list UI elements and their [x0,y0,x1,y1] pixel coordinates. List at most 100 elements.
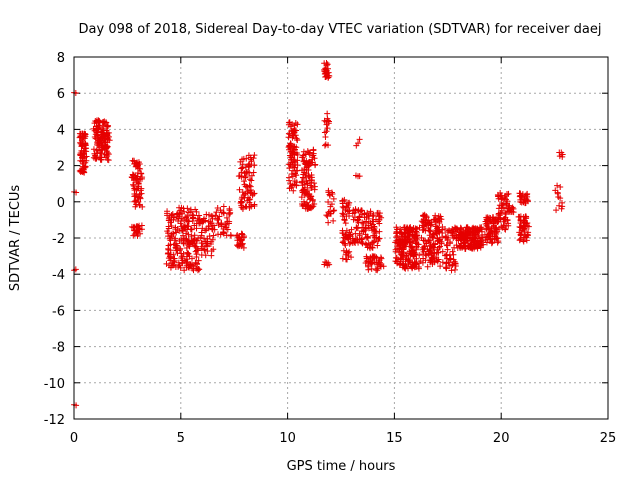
data-point [288,171,295,178]
data-point [371,223,378,230]
data-point [169,262,176,269]
data-point [412,235,419,242]
data-point [510,209,517,216]
data-point [308,177,315,184]
data-point [137,170,144,177]
data-point [92,135,99,142]
data-point [171,257,178,264]
data-point [411,249,418,256]
data-point [193,208,200,215]
data-point [356,173,363,180]
data-point [416,252,423,259]
data-point [342,220,349,227]
data-point [407,243,414,250]
data-point [236,186,243,193]
y-tick-label: -8 [52,341,65,356]
data-point [559,151,566,158]
data-point [397,225,404,232]
data-point [239,241,246,248]
data-point [356,232,363,239]
data-point [345,252,352,259]
data-point [184,249,191,256]
data-point [556,202,563,209]
data-point [420,226,427,233]
data-point [167,247,174,254]
data-point [321,142,328,149]
data-point [239,161,246,168]
y-tick-label: -6 [52,304,65,319]
data-point [428,221,435,228]
data-point [194,267,201,274]
data-point [226,218,233,225]
data-point [413,245,420,252]
data-point [184,258,191,265]
data-point [227,209,234,216]
y-tick-label: 4 [57,123,65,138]
data-point [311,155,318,162]
data-point [494,219,501,226]
data-point [191,232,198,239]
data-point [291,122,298,129]
data-point [553,207,560,214]
data-point [341,216,348,223]
data-point [190,215,197,222]
data-point [286,131,293,138]
y-axis-label: SDTVAR / TECUs [8,185,23,292]
data-point [83,153,90,160]
x-tick-label: 25 [600,431,617,446]
data-point [105,151,112,158]
data-point [369,244,376,251]
data-point [449,248,456,255]
data-point [300,174,307,181]
data-point [346,240,353,247]
data-point [210,222,217,229]
data-point [466,243,473,250]
data-point [311,186,318,193]
data-point [201,247,208,254]
data-point [364,234,371,241]
data-point [330,208,337,215]
data-point [324,117,331,124]
data-point [196,220,203,227]
data-point [447,240,454,247]
data-point [352,206,359,213]
data-point [362,241,369,248]
data-point [193,251,200,258]
data-point [439,248,446,255]
data-point [325,219,332,226]
data-point [209,236,216,243]
data-point [290,187,297,194]
x-tick-label: 15 [386,431,403,446]
data-point [136,225,143,232]
data-point [376,228,383,235]
data-point [248,158,255,165]
data-point [211,226,218,233]
data-point [331,207,338,214]
data-point [365,225,372,232]
data-point [104,143,111,150]
data-point [504,191,511,198]
data-point [181,208,188,215]
data-point [105,133,112,140]
y-tick-label: 2 [57,160,65,175]
data-point [324,110,331,117]
data-point [135,180,142,187]
data-point [292,132,299,139]
data-point [477,243,484,250]
data-point [170,230,177,237]
data-point [413,228,420,235]
data-point [195,212,202,219]
data-point [554,182,561,189]
data-point [250,169,257,176]
data-point [213,209,220,216]
data-point [359,240,366,247]
data-point [220,209,227,216]
data-point [498,207,505,214]
data-point [246,163,253,170]
data-point [285,174,292,181]
data-point [475,232,482,239]
data-point [195,247,202,254]
data-point [523,237,530,244]
data-point [348,226,355,233]
data-point [324,125,331,132]
